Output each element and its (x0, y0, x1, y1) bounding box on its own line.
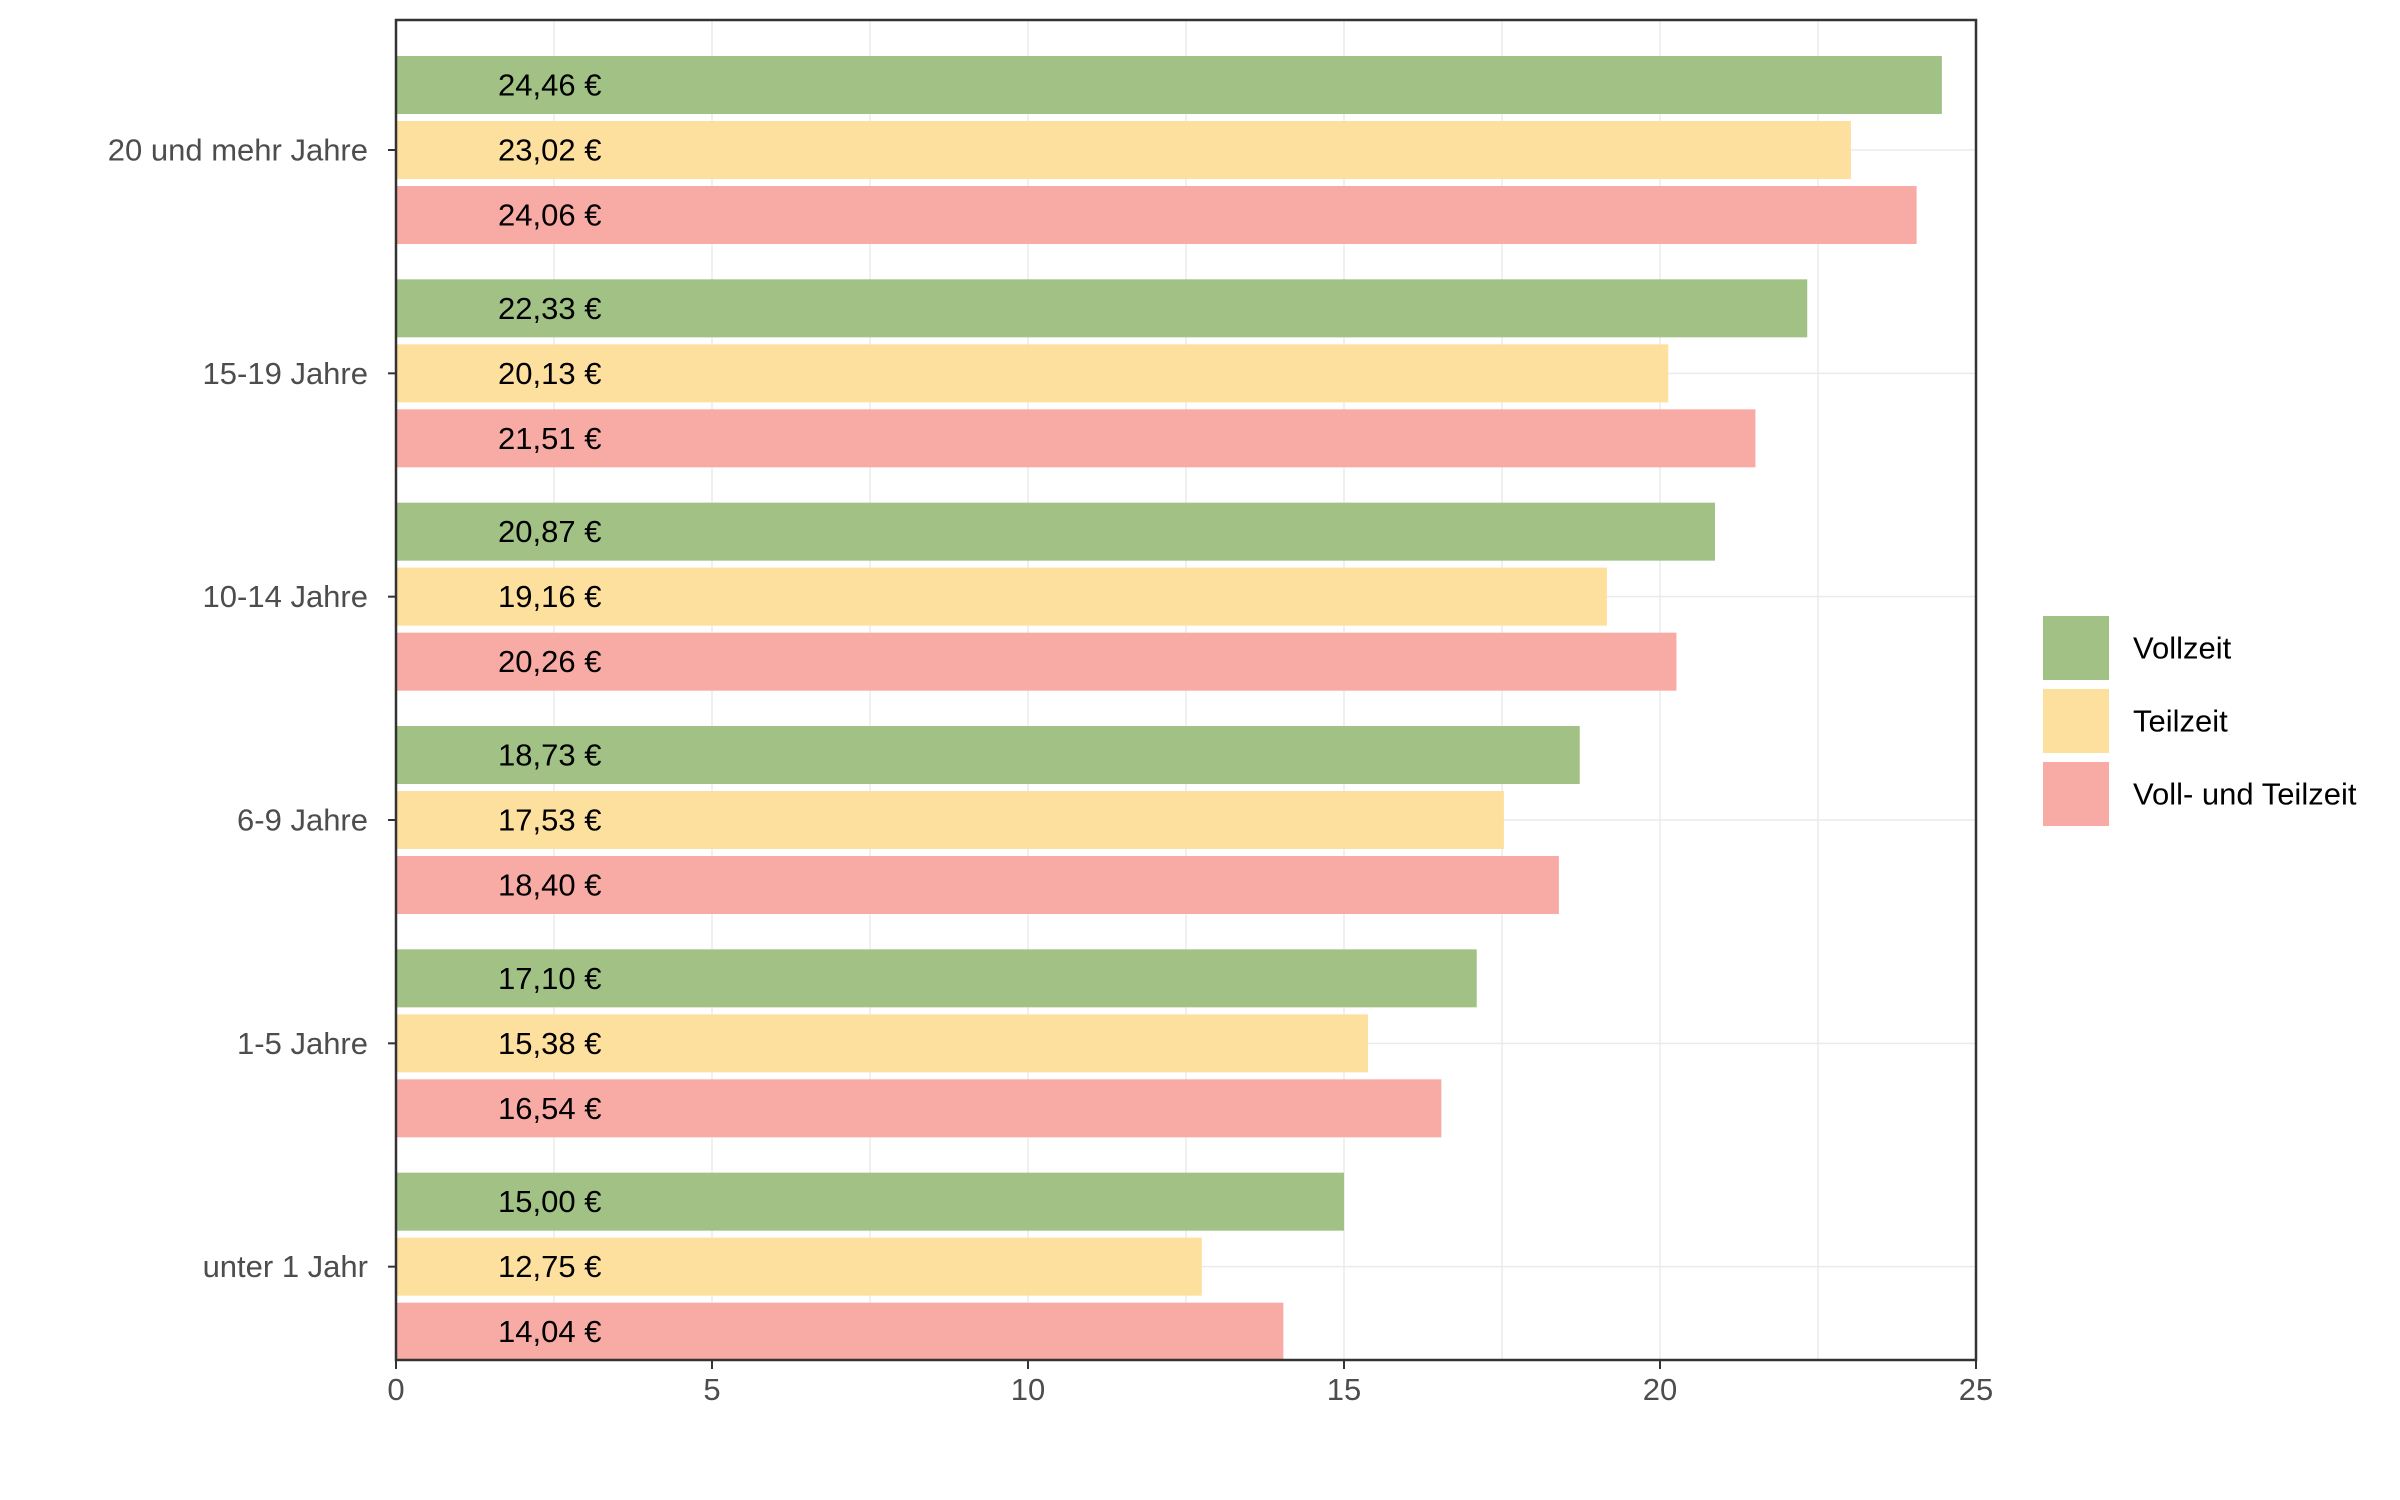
bar-value-label: 20,87 € (498, 514, 601, 549)
y-tick-label: 20 und mehr Jahre (108, 133, 368, 168)
bar (396, 409, 1756, 468)
bar (396, 502, 1715, 561)
bar (396, 1014, 1369, 1073)
bar-labels: 15,00 € 12,75 € 14,04 € 17,10 € 15,38 € 16,54… (498, 68, 601, 1350)
bar-value-label: 20,26 € (498, 644, 601, 679)
x-tick-label: 5 (703, 1372, 720, 1407)
bar-value-label: 20,13 € (498, 356, 601, 391)
plot-panel-border (394, 18, 1978, 1362)
bar-value-label: 24,46 € (498, 68, 601, 103)
y-tick-label: unter 1 Jahr (203, 1249, 368, 1284)
x-tick-label: 20 (1643, 1372, 1677, 1407)
bar (396, 949, 1477, 1008)
legend: Vollzeit Teilzeit Voll- und Teilzeit (2043, 616, 2357, 826)
x-tick-label: 0 (387, 1372, 404, 1407)
bar-value-label: 18,73 € (498, 738, 601, 773)
x-axis: 0 5 10 15 20 25 (387, 1360, 1993, 1407)
bar-value-label: 23,02 € (498, 133, 601, 168)
bars (396, 56, 1942, 1361)
bar-value-label: 16,54 € (498, 1091, 601, 1126)
y-tick-label: 1-5 Jahre (237, 1026, 368, 1061)
bar (396, 1237, 1202, 1296)
bar-value-label: 14,04 € (498, 1314, 601, 1349)
bar (396, 567, 1607, 626)
bar-value-label: 24,06 € (498, 198, 601, 233)
x-tick-label: 15 (1327, 1372, 1361, 1407)
x-tick-label: 10 (1011, 1372, 1045, 1407)
bar-value-label: 15,38 € (498, 1026, 601, 1061)
bar (396, 344, 1669, 403)
bar (396, 1302, 1284, 1361)
legend-label: Teilzeit (2133, 704, 2228, 739)
legend-label: Vollzeit (2133, 631, 2232, 666)
legend-key (2043, 689, 2109, 753)
y-tick-label: 6-9 Jahre (237, 803, 368, 838)
y-axis: unter 1 Jahr 1-5 Jahre 6-9 Jahre 10-14 Jahr… (108, 133, 396, 1284)
bar-value-label: 15,00 € (498, 1184, 601, 1219)
bar (396, 279, 1808, 338)
bar (396, 726, 1580, 784)
bar-value-label: 17,53 € (498, 803, 601, 838)
bar (396, 56, 1942, 114)
legend-key (2043, 616, 2109, 680)
bar-value-label: 21,51 € (498, 421, 601, 456)
bar (396, 791, 1504, 849)
bar-value-label: 17,10 € (498, 961, 601, 996)
x-tick-label: 25 (1959, 1372, 1993, 1407)
y-tick-label: 10-14 Jahre (203, 579, 368, 614)
legend-key (2043, 762, 2109, 826)
bar-value-label: 22,33 € (498, 291, 601, 326)
bar (396, 632, 1677, 691)
bar (396, 186, 1917, 244)
bar (396, 1172, 1344, 1231)
bar-value-label: 18,40 € (498, 868, 601, 903)
bar-value-label: 19,16 € (498, 579, 601, 614)
bar (396, 1079, 1442, 1138)
legend-label: Voll- und Teilzeit (2133, 777, 2357, 812)
bar (396, 856, 1559, 914)
bar-value-label: 12,75 € (498, 1249, 601, 1284)
y-tick-label: 15-19 Jahre (203, 356, 368, 391)
bar (396, 121, 1851, 179)
